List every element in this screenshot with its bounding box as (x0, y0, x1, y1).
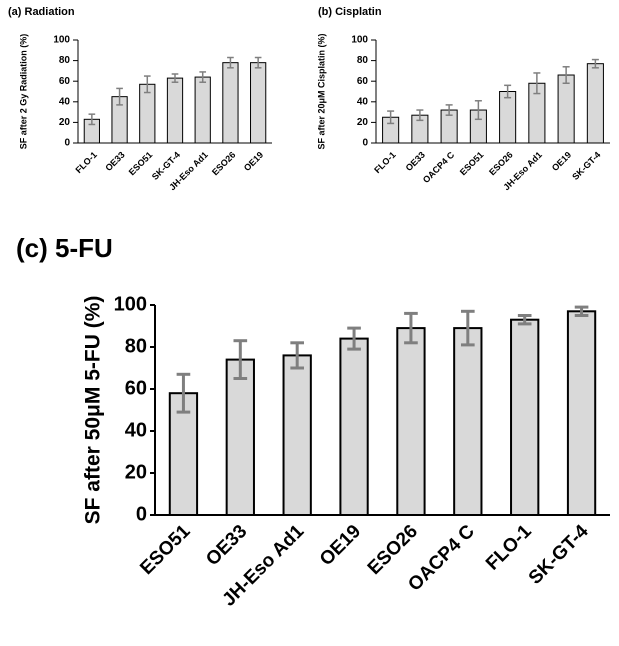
y-tick-label: 60 (125, 377, 147, 399)
x-tick-label: FLO-1 (372, 150, 397, 175)
x-tick-label: FLO-1 (73, 150, 98, 175)
x-tick-label: ESO51 (458, 150, 486, 178)
chart-title: (b) Cisplatin (318, 6, 382, 18)
bar (339, 337, 369, 516)
y-tick-label: 40 (125, 419, 147, 441)
bar (510, 318, 540, 517)
y-axis-label: SF after 20μM Cisplatin (%) (316, 33, 326, 149)
y-tick-label: 80 (59, 55, 71, 66)
y-axis-label: SF after 50μM 5-FU (%) (82, 296, 105, 525)
y-tick-label: 60 (59, 76, 71, 87)
x-tick-label: OE19 (550, 150, 573, 173)
x-tick-label: FLO-1 (482, 521, 536, 575)
chart-title: (c) 5-FU (16, 233, 113, 263)
y-tick-label: 80 (125, 335, 147, 357)
y-tick-label: 20 (125, 461, 147, 483)
x-tick-label: ESO26 (210, 150, 238, 178)
x-tick-label: OACP4 C (421, 149, 457, 185)
bar (194, 76, 211, 144)
bar (586, 63, 604, 144)
bar (166, 77, 184, 144)
x-tick-label: SK-GT-4 (525, 521, 593, 589)
x-tick-label: OE33 (202, 521, 251, 570)
x-tick-label: OE33 (404, 150, 427, 173)
bar (396, 327, 426, 516)
x-tick-label: SK-GT-4 (570, 150, 602, 182)
y-tick-label: 60 (357, 76, 369, 87)
bar (250, 62, 267, 144)
y-tick-label: 0 (362, 138, 368, 149)
chart-title: (a) Radiation (8, 6, 75, 18)
x-tick-label: OE19 (242, 150, 265, 173)
bar (453, 327, 483, 516)
bar (222, 62, 239, 144)
bar (499, 91, 517, 144)
y-tick-label: 20 (59, 117, 71, 128)
y-tick-label: 0 (64, 138, 70, 149)
y-tick-label: 100 (351, 35, 368, 46)
y-tick-label: 100 (114, 293, 147, 315)
y-tick-label: 20 (357, 117, 369, 128)
x-tick-label: ESO51 (136, 521, 194, 579)
y-tick-label: 40 (59, 96, 71, 107)
bar (282, 354, 312, 516)
y-tick-label: 0 (136, 503, 147, 525)
y-tick-label: 80 (357, 55, 369, 66)
x-tick-label: OE19 (316, 521, 365, 570)
x-tick-label: ESO26 (487, 150, 515, 178)
y-axis-label: SF after 2 Gy Radiation (%) (18, 34, 28, 150)
y-tick-label: 40 (357, 96, 369, 107)
y-tick-label: 100 (53, 35, 70, 46)
bar (566, 310, 597, 516)
bar (557, 74, 575, 144)
x-tick-label: OE33 (103, 150, 126, 173)
bar (225, 358, 255, 516)
